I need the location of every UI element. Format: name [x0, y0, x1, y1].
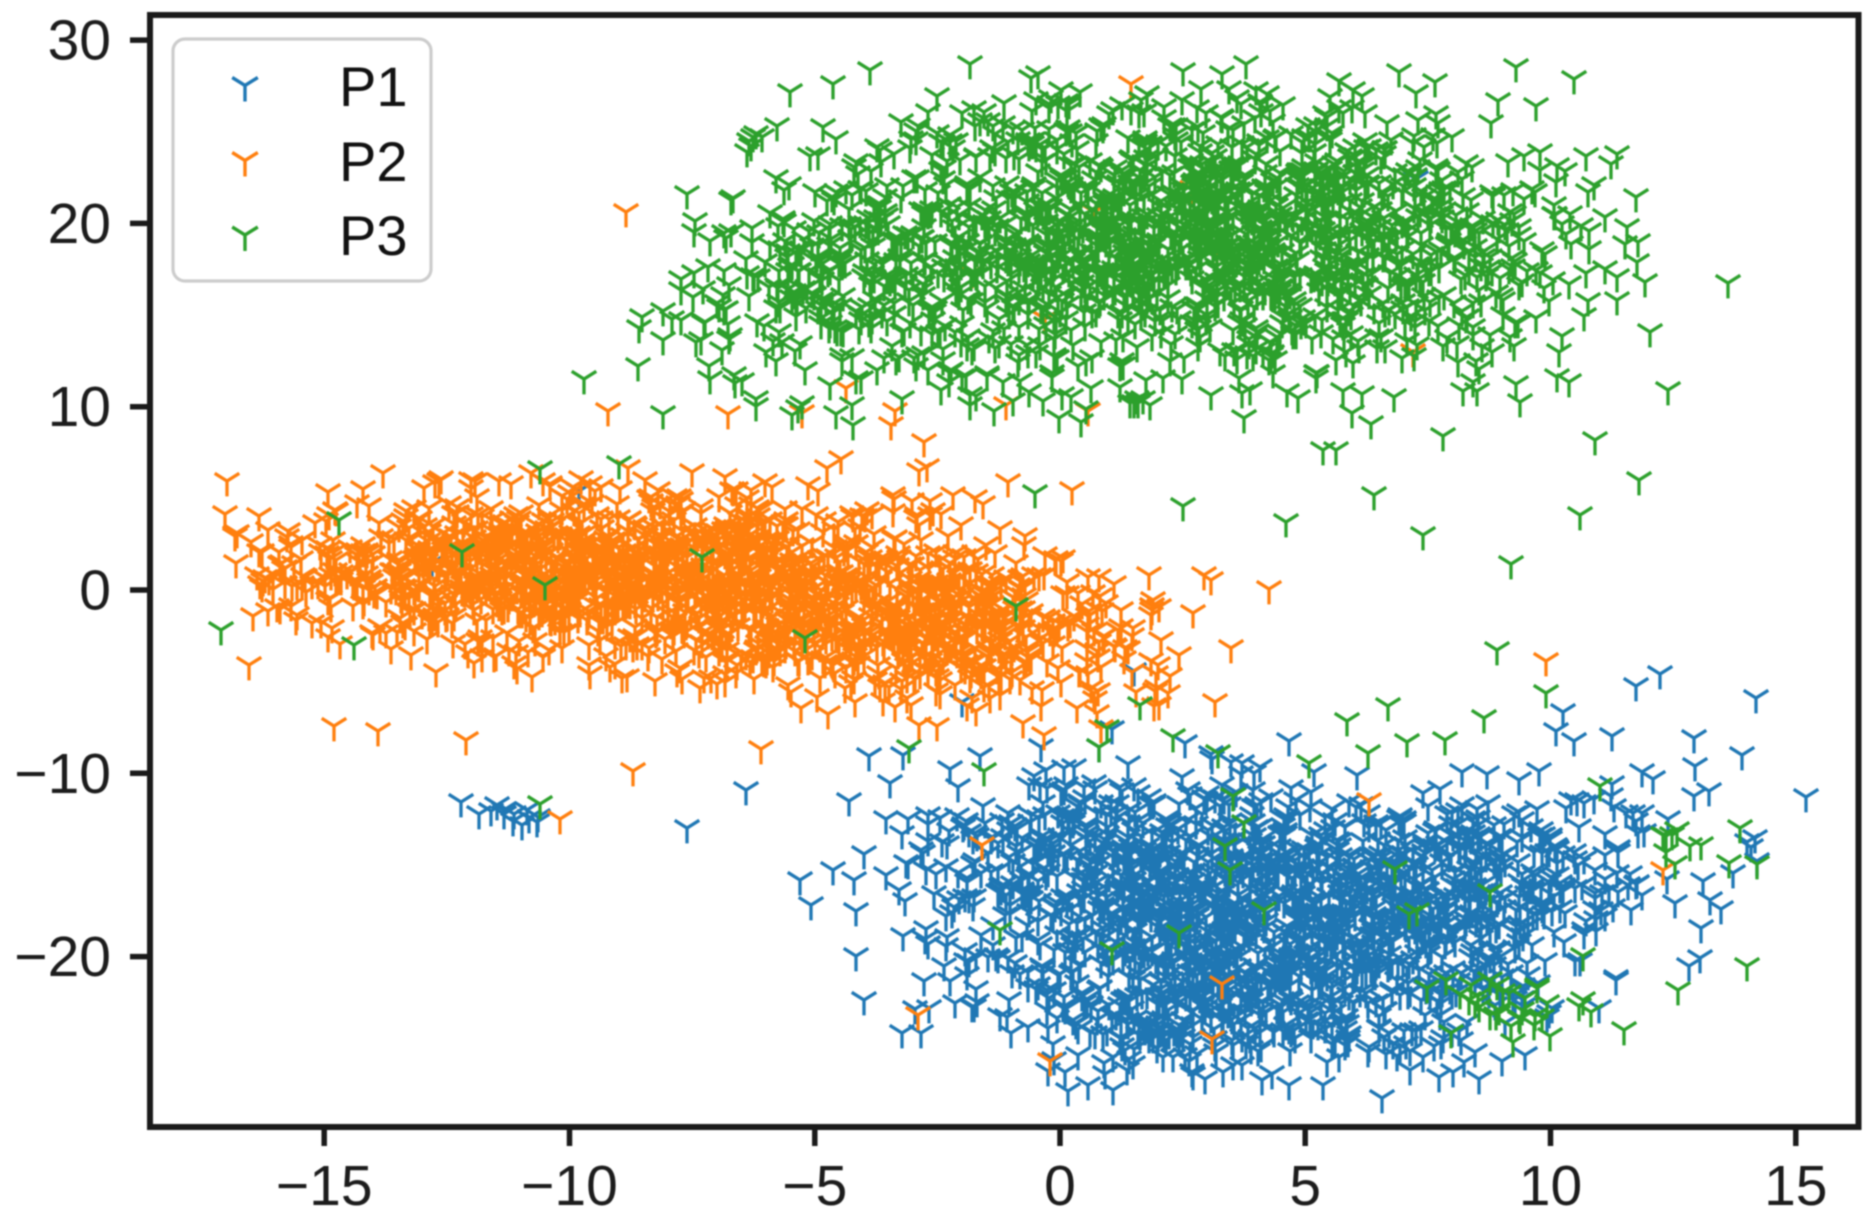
svg-text:0: 0: [1044, 1154, 1076, 1218]
svg-text:−10: −10: [14, 742, 111, 806]
svg-text:15: 15: [1764, 1154, 1827, 1218]
svg-text:30: 30: [48, 9, 111, 73]
svg-text:0: 0: [79, 559, 111, 623]
svg-text:20: 20: [48, 192, 111, 256]
svg-text:10: 10: [1519, 1154, 1582, 1218]
svg-text:−5: −5: [782, 1154, 847, 1218]
svg-text:P2: P2: [339, 130, 408, 193]
svg-text:P1: P1: [339, 55, 408, 118]
svg-text:−10: −10: [521, 1154, 618, 1218]
svg-text:−15: −15: [276, 1154, 373, 1218]
svg-text:10: 10: [48, 375, 111, 439]
svg-text:P3: P3: [339, 204, 408, 267]
svg-text:5: 5: [1289, 1154, 1321, 1218]
svg-text:−20: −20: [14, 925, 111, 989]
